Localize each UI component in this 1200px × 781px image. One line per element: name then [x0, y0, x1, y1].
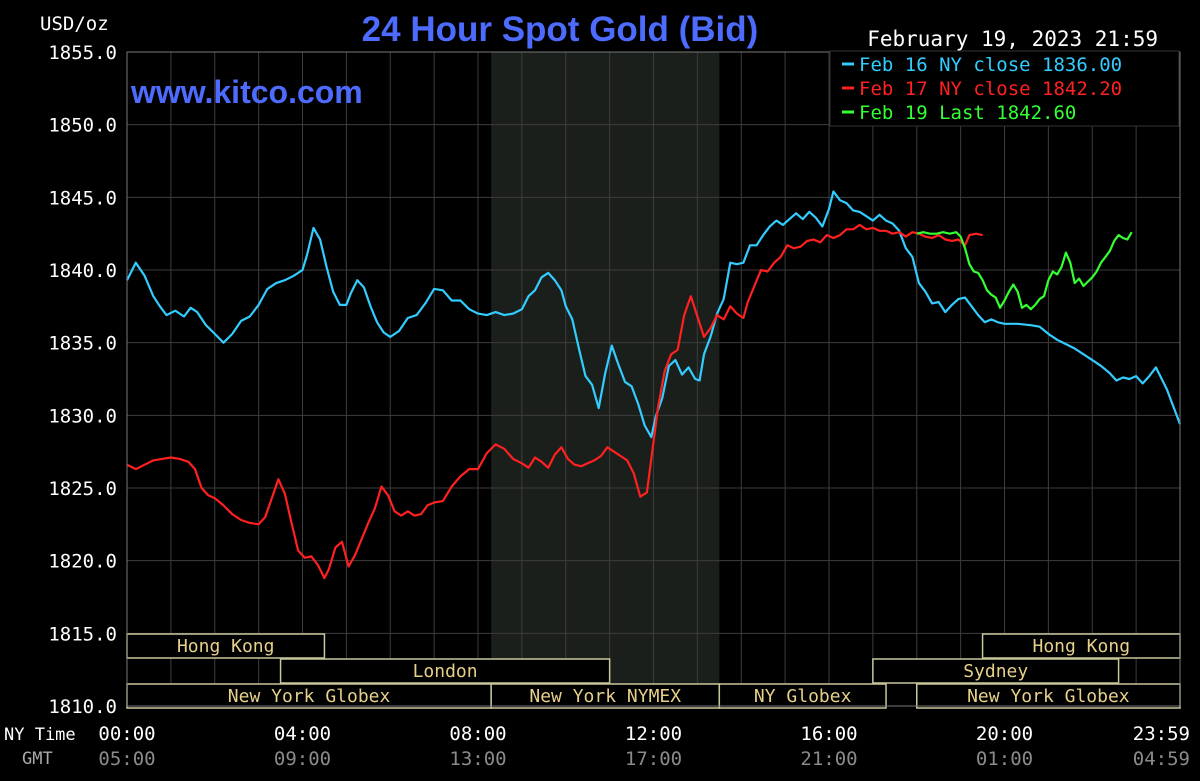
- session-label: Hong Kong: [177, 636, 275, 657]
- plot-frame: [126, 51, 1181, 707]
- legend-entry: Feb 16 NY close 1836.00: [859, 54, 1122, 76]
- x-tick-label-ny: 00:00: [98, 723, 155, 745]
- x-row-label-gmt: GMT: [22, 749, 53, 769]
- series-line-feb-17: [126, 223, 983, 580]
- session-bar: [981, 633, 1181, 659]
- x-tick-label-gmt: 17:00: [625, 748, 682, 770]
- x-tick-label-ny: 04:00: [274, 723, 331, 745]
- y-tick-label: 1815.0: [48, 623, 117, 645]
- legend-entry: Feb 19 Last 1842.60: [859, 102, 1076, 124]
- session-label: NY Globex: [754, 686, 852, 707]
- y-axis-unit-label: USD/oz: [40, 13, 109, 35]
- axes: 1855.0 1850.0 1845.0 1840.0 1835.0 1830.0 1825…: [4, 42, 1190, 770]
- y-tick-label: 1810.0: [48, 696, 117, 718]
- series-layer: [126, 190, 1182, 580]
- x-tick-label-gmt: 13:00: [449, 748, 506, 770]
- x-row-label-ny: NY Time: [4, 725, 76, 745]
- x-tick-label-ny: 16:00: [800, 723, 857, 745]
- legend-entry: Feb 17 NY close 1842.20: [859, 78, 1122, 100]
- timestamp: February 19, 2023 21:59: [867, 27, 1158, 51]
- y-tick-label: 1845.0: [48, 187, 117, 209]
- y-tick-label: 1840.0: [48, 260, 117, 282]
- session-label: New York Globex: [228, 686, 391, 707]
- x-tick-label-ny: 20:00: [976, 723, 1033, 745]
- x-tick-label-ny: 12:00: [625, 723, 682, 745]
- session-label: New York Globex: [967, 686, 1130, 707]
- y-tick-label: 1830.0: [48, 405, 117, 427]
- y-tick-label: 1835.0: [48, 333, 117, 355]
- session-label: Hong Kong: [1033, 636, 1131, 657]
- x-tick-label-gmt: 09:00: [274, 748, 331, 770]
- x-tick-label-gmt: 05:00: [98, 748, 155, 770]
- session-bar: [718, 683, 887, 709]
- y-tick-label: 1855.0: [48, 42, 117, 64]
- session-bar: [490, 683, 721, 709]
- session-bar: [916, 683, 1181, 709]
- session-bar: [872, 658, 1120, 684]
- x-tick-label-ny: 23:59: [1133, 723, 1190, 745]
- session-label: Sydney: [963, 661, 1028, 682]
- y-tick-label: 1820.0: [48, 551, 117, 573]
- series-line-feb-16: [126, 190, 1182, 439]
- x-tick-label-ny: 08:00: [449, 723, 506, 745]
- y-tick-label: 1850.0: [48, 115, 117, 137]
- grid: [127, 52, 1180, 706]
- legend-box: [829, 50, 1180, 127]
- x-tick-label-gmt: 04:59: [1133, 748, 1190, 770]
- session-bar: [279, 658, 611, 684]
- chart-title: 24 Hour Spot Gold (Bid): [362, 10, 759, 49]
- x-tick-label-gmt: 01:00: [976, 748, 1033, 770]
- session-label: London: [413, 661, 478, 682]
- session-bar: [126, 633, 326, 659]
- y-tick-label: 1825.0: [48, 478, 117, 500]
- series-line-feb-19: [916, 231, 1133, 311]
- watermark: www.kitco.com: [130, 74, 363, 110]
- session-label: New York NYMEX: [529, 686, 681, 707]
- x-tick-label-gmt: 21:00: [800, 748, 857, 770]
- market-sessions: Hong Kong Hong Kong London Sydney New York G…: [126, 633, 1181, 709]
